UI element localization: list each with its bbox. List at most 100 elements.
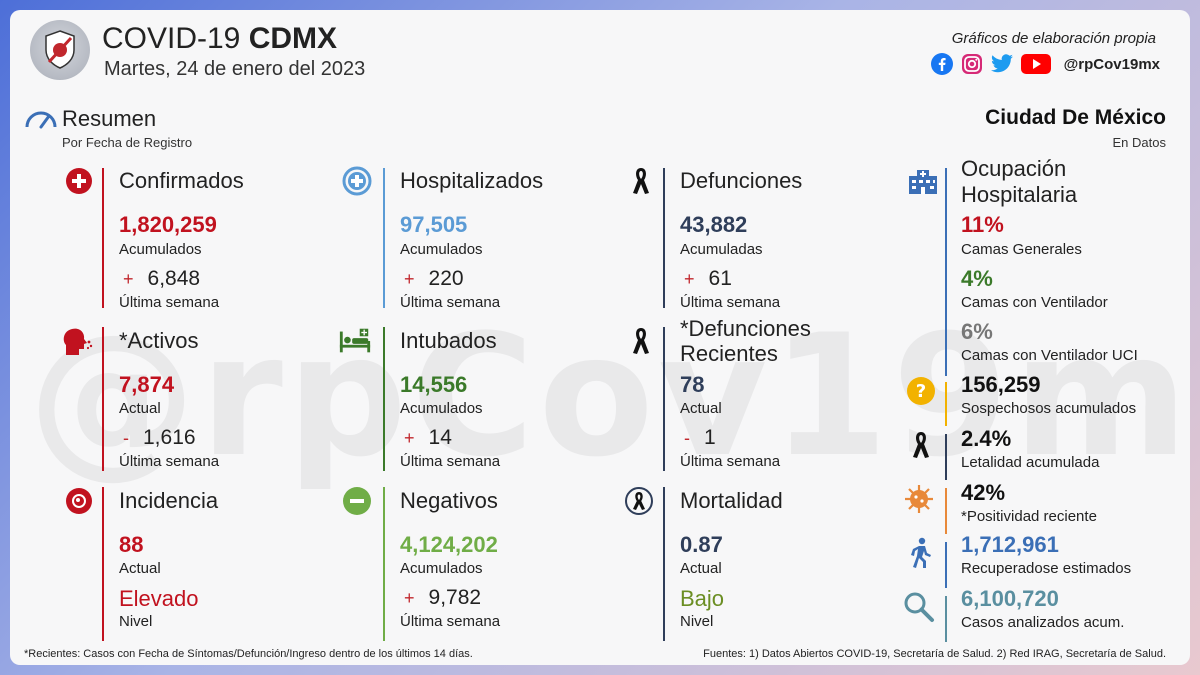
camas-ventilador-uci-label: Camas con Ventilador UCI — [961, 347, 1138, 364]
divider — [945, 488, 947, 534]
walking-person-icon — [904, 536, 938, 570]
delta-value: 14 — [428, 426, 452, 449]
defunciones-delta: +61 — [684, 267, 732, 291]
camas-ventilador-value: 4% — [961, 266, 993, 291]
facebook-icon[interactable] — [930, 52, 954, 76]
delta-sign: + — [404, 269, 415, 289]
label-line-2: Recientes — [680, 341, 778, 366]
confirmados-value-label: Acumulados — [119, 241, 202, 258]
delta-value: 6,848 — [147, 267, 201, 290]
instagram-icon[interactable] — [960, 52, 984, 76]
defunciones-value-label: Acumuladas — [680, 241, 763, 258]
hospitalizados-delta: +220 — [404, 267, 464, 291]
mourning-ribbon-icon — [624, 324, 658, 358]
delta-value: 9,782 — [428, 586, 482, 609]
divider — [663, 168, 665, 308]
credit-text: Gráficos de elaboración propia — [951, 30, 1156, 47]
negativos-value: 4,124,202 — [400, 532, 498, 557]
sospechosos-value: 156,259 — [961, 372, 1041, 397]
mortalidad-level: Bajo — [680, 586, 725, 611]
divider — [102, 487, 104, 641]
delta-value: 1,616 — [143, 426, 196, 449]
twitter-icon[interactable] — [990, 52, 1014, 76]
hospital-building-icon — [906, 164, 940, 198]
mourning-ribbon-icon — [624, 164, 658, 198]
activos-value: 7,874 — [119, 372, 175, 397]
defunciones-recientes-label: *Defunciones Recientes — [680, 316, 811, 366]
question-circle-icon: ? — [904, 374, 938, 408]
svg-text:?: ? — [916, 381, 926, 402]
divider — [663, 327, 665, 471]
region-subtitle: En Datos — [1112, 135, 1166, 150]
delta-sign: + — [123, 269, 134, 289]
positividad-value: 42% — [961, 480, 1006, 505]
shield-logo-icon — [30, 20, 90, 80]
summary-title: Resumen — [62, 106, 157, 131]
divider — [945, 542, 947, 588]
region-title: Ciudad De México — [985, 106, 1166, 129]
confirmados-label: Confirmados — [119, 168, 244, 193]
incidencia-label: Incidencia — [119, 488, 219, 513]
divider — [383, 327, 385, 471]
divider — [945, 382, 947, 426]
negativos-delta: +9,782 — [404, 586, 481, 610]
divider — [663, 487, 665, 641]
plus-circle-icon — [62, 164, 96, 198]
intubados-delta: +14 — [404, 426, 452, 450]
divider — [383, 168, 385, 308]
divider — [102, 168, 104, 308]
hospitalizados-value-label: Acumulados — [400, 241, 483, 258]
label-line-2: Hospitalaria — [961, 182, 1078, 207]
virus-icon — [902, 482, 936, 516]
hospitalizados-delta-label: Última semana — [400, 294, 501, 311]
letalidad-label: Letalidad acumulada — [961, 454, 1100, 471]
camas-generales-value: 11% — [961, 212, 1004, 237]
activos-delta: -1,616 — [123, 426, 196, 450]
incidencia-value: 88 — [119, 532, 144, 557]
letalidad-value: 2.4% — [961, 426, 1012, 451]
coughing-head-icon — [60, 324, 94, 358]
label-line-1: *Defunciones — [680, 316, 811, 341]
defunciones-recientes-delta-label: Última semana — [680, 453, 781, 470]
gauge-icon — [24, 107, 58, 134]
mortalidad-value-label: Actual — [680, 560, 722, 577]
defunciones-value: 43,882 — [680, 212, 748, 237]
positividad-label: *Positividad reciente — [961, 508, 1097, 525]
delta-sign: + — [684, 269, 695, 289]
delta-value: 220 — [428, 267, 464, 290]
hospital-bed-icon — [338, 324, 372, 358]
camas-generales-label: Camas Generales — [961, 241, 1082, 258]
activos-delta-label: Última semana — [119, 453, 220, 470]
divider — [945, 434, 947, 480]
divider — [102, 327, 104, 471]
intubados-delta-label: Última semana — [400, 453, 501, 470]
page-title: COVID-19 CDMX — [102, 22, 337, 56]
negativos-value-label: Acumulados — [400, 560, 483, 577]
footer-note: *Recientes: Casos con Fecha de Síntomas/… — [24, 648, 473, 660]
ribbon-circle-icon — [622, 484, 656, 518]
virus-circle-icon — [62, 484, 96, 518]
minus-circle-icon — [340, 484, 374, 518]
youtube-icon[interactable] — [1020, 52, 1052, 76]
intubados-label: Intubados — [400, 328, 497, 353]
hospital-cross-icon — [340, 164, 374, 198]
mortalidad-label: Mortalidad — [680, 488, 783, 513]
delta-value: 1 — [704, 426, 716, 449]
title-prefix: COVID-19 — [102, 22, 241, 55]
casos-analizados-value: 6,100,720 — [961, 586, 1059, 611]
delta-sign: + — [404, 588, 415, 608]
activos-value-label: Actual — [119, 400, 161, 417]
camas-ventilador-label: Camas con Ventilador — [961, 294, 1108, 311]
defunciones-label: Defunciones — [680, 168, 803, 193]
hospitalizados-label: Hospitalizados — [400, 168, 544, 193]
intubados-value-label: Acumulados — [400, 400, 483, 417]
camas-ventilador-uci-value: 6% — [961, 319, 993, 344]
incidencia-value-label: Actual — [119, 560, 161, 577]
defunciones-recientes-value-label: Actual — [680, 400, 722, 417]
social-handle[interactable]: @rpCov19mx — [1063, 55, 1160, 73]
negativos-label: Negativos — [400, 488, 498, 513]
ocupacion-label: Ocupación Hospitalaria — [961, 156, 1077, 208]
recuperados-label: Recuperadose estimados — [961, 560, 1132, 577]
negativos-delta-label: Última semana — [400, 613, 501, 630]
delta-sign: + — [404, 428, 415, 448]
